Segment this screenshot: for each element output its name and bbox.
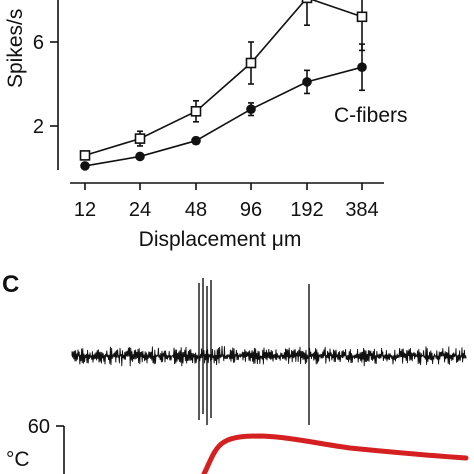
series-1 [79,0,368,161]
y-tick-label-6: 6 [33,32,44,54]
data-point-circle [80,161,90,171]
data-point-square [356,11,368,23]
x-tick-label-12: 12 [74,199,96,221]
data-point-square [301,0,313,4]
panel-c: C 60 °C [2,271,469,474]
data-point-circle [135,151,145,162]
x-axis-label: Displacement μm [139,228,302,251]
data-point-circle [191,135,201,146]
temperature-trace [201,433,469,474]
series-1-line [84,0,363,157]
x-tick-label-384: 384 [345,199,378,221]
c-fibers-annotation: C-fibers [334,104,408,127]
series-2 [80,43,367,171]
x-tick-label-24: 24 [129,199,151,221]
data-series [79,0,368,171]
displacement-chart: Spikes/s 6 2 12 24 48 96 192 384 Displacement… [4,0,408,251]
x-tick-label-192: 192 [290,199,323,221]
noise-baseline [71,345,467,367]
data-point-square [245,57,257,69]
data-point-circle [357,62,367,72]
y-axis-label: Spikes/s [4,9,27,88]
temperature-unit-label: °C [6,448,30,471]
data-point-square [134,133,146,144]
panel-c-label: C [2,271,19,298]
y-tick-label-2: 2 [33,116,44,138]
spike-trace [71,278,467,425]
data-point-circle [246,104,256,114]
data-point-circle [302,77,312,87]
x-tick-label-96: 96 [240,199,262,221]
temperature-tick-label-60: 60 [28,416,50,438]
series-2-line [84,66,363,167]
data-point-square [79,150,91,161]
x-tick-label-48: 48 [185,199,207,221]
data-point-square [190,106,202,117]
x-ticks: 12 24 48 96 192 384 [74,183,379,221]
